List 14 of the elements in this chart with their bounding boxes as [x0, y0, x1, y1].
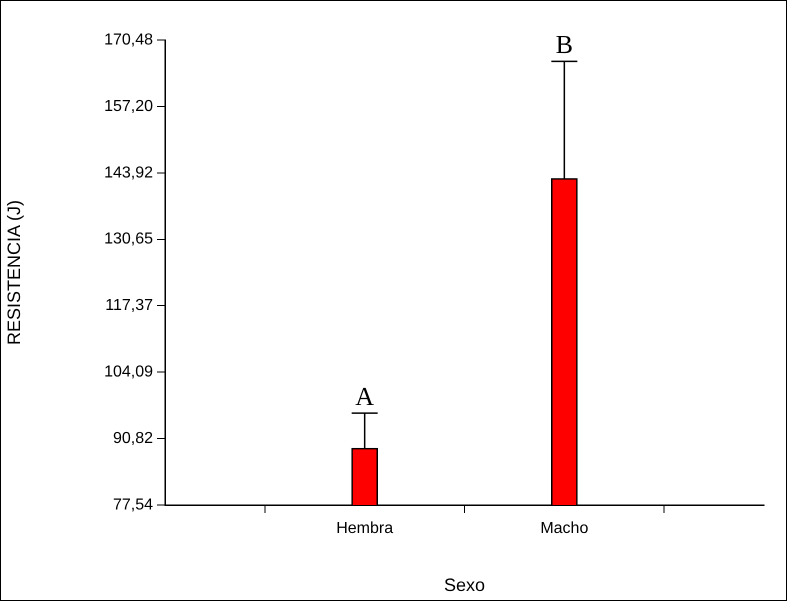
annotation: A: [355, 382, 374, 411]
y-tick-label: 157,20: [104, 98, 154, 115]
x-axis-title: Sexo: [444, 575, 486, 596]
y-tick-label: 130,65: [104, 230, 154, 248]
y-tick-label: 90,82: [112, 430, 154, 447]
y-tick-label: 104,09: [104, 364, 154, 381]
y-tick-label: 77,54: [112, 496, 154, 514]
x-tick-label: Macho: [540, 520, 588, 538]
y-tick-label: 117,37: [105, 297, 154, 314]
annotation: B: [556, 30, 574, 60]
y-tick-label: 143,92: [104, 164, 154, 182]
x-tick-label: Hembra: [336, 520, 394, 538]
y-tick-label: 170,48: [104, 31, 154, 48]
y-axis-title: RESISTENCIA (J): [4, 200, 24, 346]
